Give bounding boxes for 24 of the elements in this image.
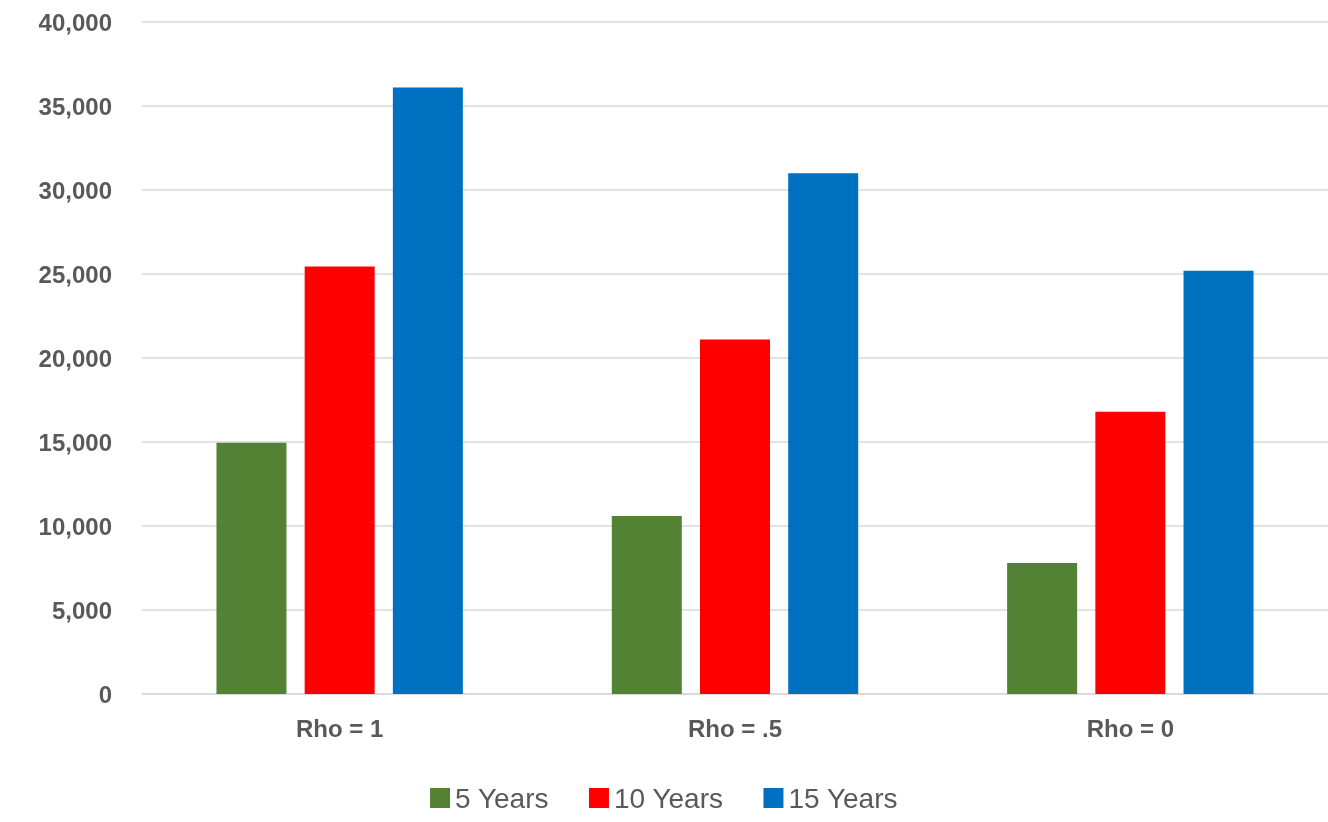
bar bbox=[700, 339, 770, 694]
y-tick-label: 20,000 bbox=[38, 344, 112, 372]
y-tick-label: 35,000 bbox=[38, 92, 112, 120]
y-tick-label: 10,000 bbox=[38, 512, 112, 540]
bar bbox=[304, 266, 375, 694]
bar bbox=[788, 173, 859, 694]
bar bbox=[611, 515, 682, 694]
y-tick-label: 30,000 bbox=[38, 176, 112, 204]
y-tick-label: 40,000 bbox=[38, 8, 112, 36]
y-tick-label: 5,000 bbox=[51, 596, 112, 624]
y-tick-label: 0 bbox=[98, 680, 112, 708]
legend-label: 5 Years bbox=[455, 782, 549, 814]
bar bbox=[1007, 562, 1078, 694]
y-tick-label: 15,000 bbox=[38, 428, 112, 456]
x-tick-label: Rho = 0 bbox=[1086, 714, 1175, 742]
legend-label: 10 Years bbox=[613, 782, 723, 814]
bar bbox=[216, 442, 287, 694]
bar bbox=[1095, 411, 1166, 694]
bar bbox=[1183, 270, 1254, 694]
x-tick-label: Rho = .5 bbox=[687, 714, 783, 742]
x-tick-label: Rho = 1 bbox=[295, 714, 384, 742]
y-tick-label: 25,000 bbox=[38, 260, 112, 288]
legend-label: 15 Years bbox=[788, 782, 898, 814]
bar bbox=[392, 87, 463, 694]
